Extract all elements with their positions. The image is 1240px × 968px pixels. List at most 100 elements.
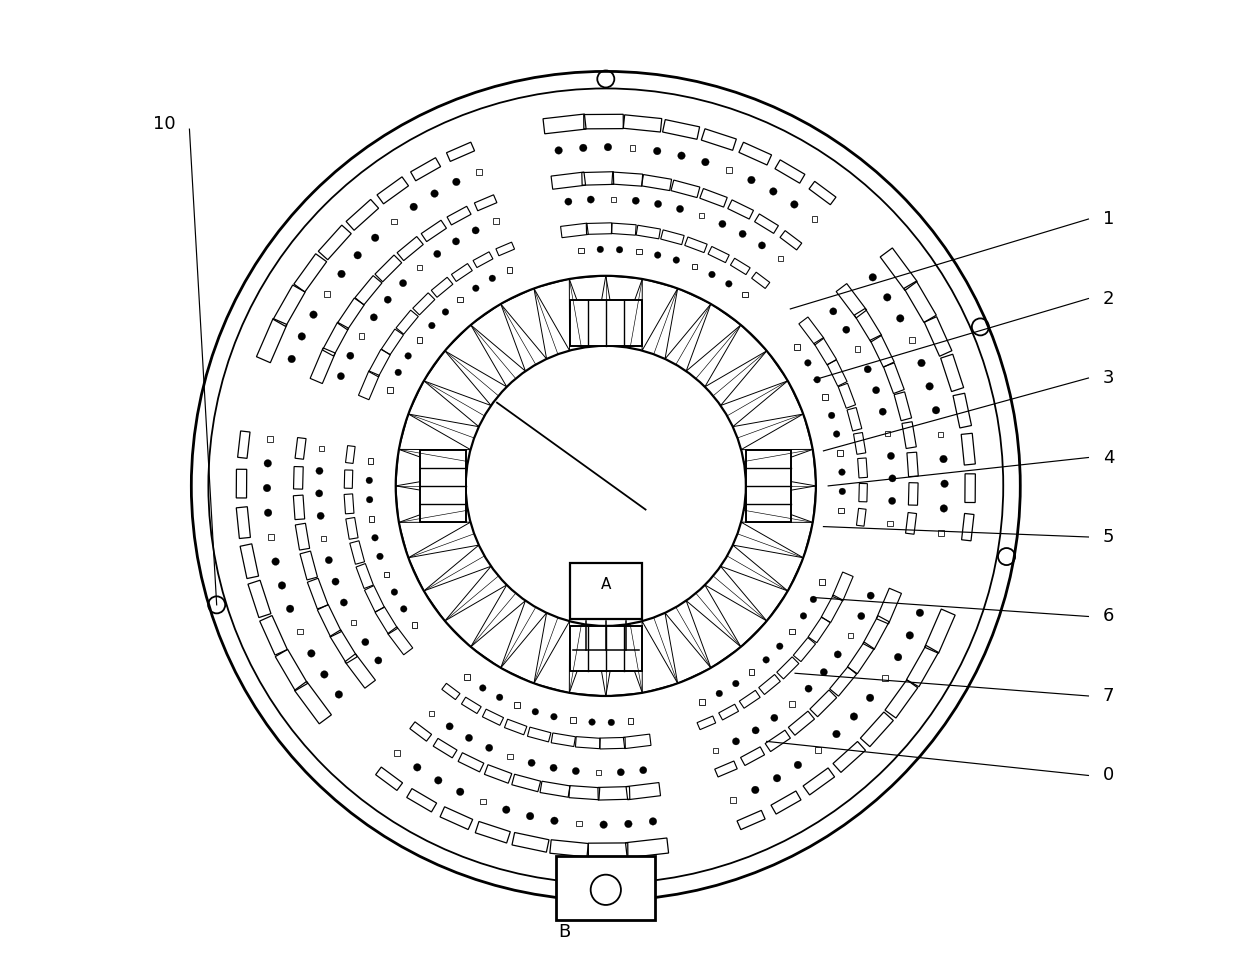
Circle shape xyxy=(906,631,914,639)
Circle shape xyxy=(833,431,839,438)
Circle shape xyxy=(839,488,846,495)
Bar xyxy=(882,675,888,681)
Bar xyxy=(838,508,844,513)
Circle shape xyxy=(653,147,661,155)
Bar xyxy=(507,267,512,273)
Circle shape xyxy=(632,197,640,204)
Text: 10: 10 xyxy=(154,115,176,134)
Circle shape xyxy=(918,359,925,367)
Bar xyxy=(611,197,616,202)
Circle shape xyxy=(528,759,536,767)
Polygon shape xyxy=(420,450,466,522)
Circle shape xyxy=(867,592,874,599)
Circle shape xyxy=(608,719,615,726)
Circle shape xyxy=(588,196,594,203)
Circle shape xyxy=(526,812,534,820)
Circle shape xyxy=(316,490,322,497)
Bar xyxy=(507,753,512,759)
Circle shape xyxy=(709,271,715,278)
Bar xyxy=(820,579,825,585)
Bar xyxy=(480,799,486,804)
Circle shape xyxy=(759,242,765,249)
Circle shape xyxy=(434,776,443,784)
Circle shape xyxy=(616,247,622,253)
Circle shape xyxy=(883,293,892,301)
Bar xyxy=(464,675,470,681)
Circle shape xyxy=(472,227,479,234)
Bar xyxy=(822,394,828,400)
Text: A: A xyxy=(600,577,611,591)
Circle shape xyxy=(486,744,492,751)
Bar xyxy=(324,291,330,296)
Bar xyxy=(515,703,520,708)
Bar xyxy=(699,213,704,218)
Circle shape xyxy=(805,685,812,692)
Bar xyxy=(742,291,748,297)
Circle shape xyxy=(308,650,315,657)
Circle shape xyxy=(673,257,680,263)
Circle shape xyxy=(472,285,479,291)
Polygon shape xyxy=(570,300,642,346)
Circle shape xyxy=(770,188,777,196)
Circle shape xyxy=(286,605,294,613)
Text: 7: 7 xyxy=(1102,687,1114,705)
Bar xyxy=(321,535,326,541)
Circle shape xyxy=(733,738,739,745)
Bar xyxy=(725,167,732,173)
Bar xyxy=(429,711,434,716)
Circle shape xyxy=(794,761,802,769)
Circle shape xyxy=(889,498,895,504)
Circle shape xyxy=(835,650,842,658)
Polygon shape xyxy=(570,626,642,672)
Circle shape xyxy=(678,152,686,160)
Circle shape xyxy=(655,252,661,258)
Bar xyxy=(351,620,356,625)
Circle shape xyxy=(434,251,441,257)
Circle shape xyxy=(618,769,625,775)
Bar xyxy=(458,296,463,302)
Bar xyxy=(848,633,853,638)
Circle shape xyxy=(362,639,370,646)
Circle shape xyxy=(830,308,837,315)
Circle shape xyxy=(371,314,377,321)
Circle shape xyxy=(916,609,924,617)
Circle shape xyxy=(596,246,604,253)
Circle shape xyxy=(791,200,799,208)
Bar xyxy=(692,263,697,269)
Bar xyxy=(383,572,389,577)
Circle shape xyxy=(894,653,901,661)
Circle shape xyxy=(366,497,373,503)
Circle shape xyxy=(873,386,879,394)
Bar xyxy=(749,670,754,675)
Circle shape xyxy=(572,768,579,774)
Bar xyxy=(856,347,861,351)
Circle shape xyxy=(410,203,418,211)
Circle shape xyxy=(650,818,657,825)
Bar xyxy=(577,821,582,827)
Bar xyxy=(937,432,944,438)
Bar xyxy=(627,718,634,724)
Circle shape xyxy=(869,274,877,281)
Circle shape xyxy=(940,455,947,463)
Circle shape xyxy=(353,252,362,259)
Bar xyxy=(412,622,417,628)
Bar xyxy=(578,248,584,254)
Circle shape xyxy=(941,480,949,488)
Circle shape xyxy=(932,407,940,414)
Bar xyxy=(811,216,817,222)
Circle shape xyxy=(776,643,784,650)
Circle shape xyxy=(404,352,412,359)
Circle shape xyxy=(453,178,460,186)
Circle shape xyxy=(800,613,807,620)
Bar xyxy=(636,249,641,255)
Circle shape xyxy=(335,691,342,698)
Bar xyxy=(417,338,423,343)
Circle shape xyxy=(340,599,347,606)
Circle shape xyxy=(828,412,835,419)
Circle shape xyxy=(564,198,572,205)
Circle shape xyxy=(655,200,662,207)
Circle shape xyxy=(413,764,422,771)
Circle shape xyxy=(298,333,305,340)
Circle shape xyxy=(263,484,270,492)
Circle shape xyxy=(551,817,558,825)
